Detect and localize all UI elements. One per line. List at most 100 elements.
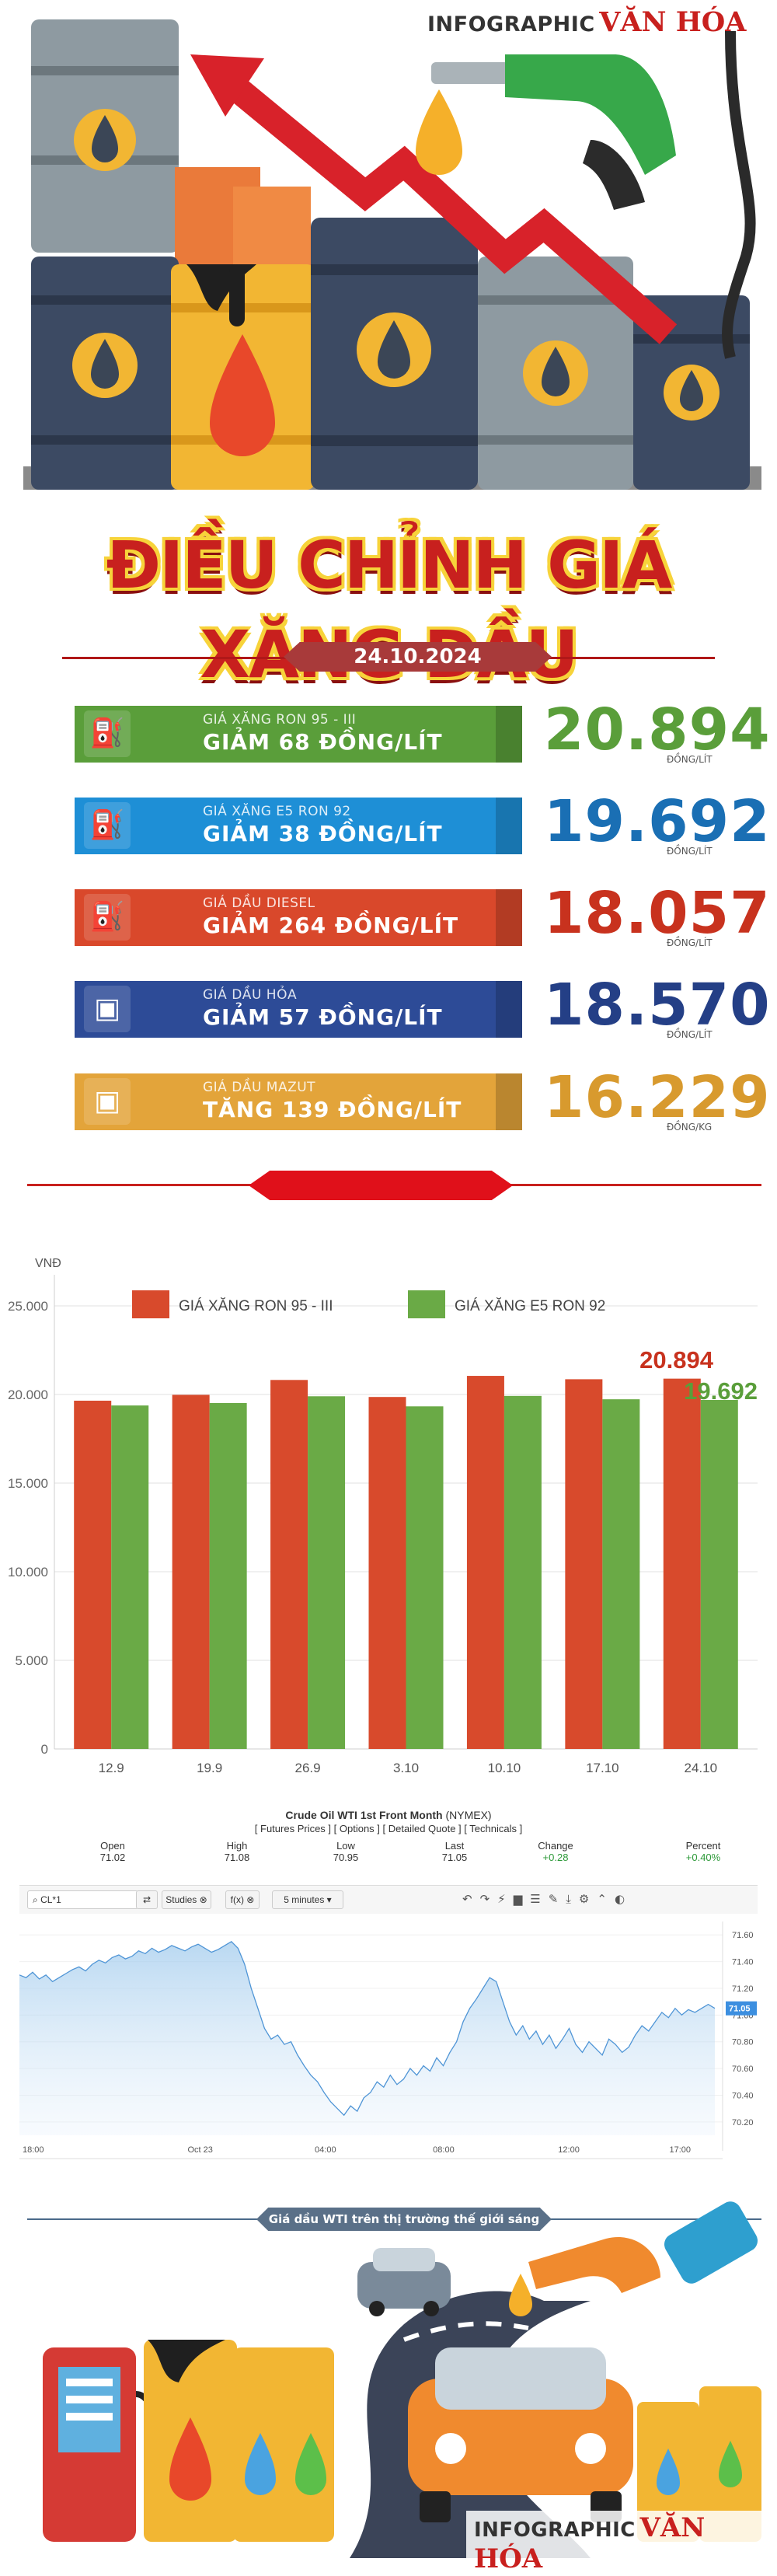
close-icon: ⊗	[199, 1894, 207, 1905]
price-area	[19, 1941, 715, 2135]
y-tick-label: 0	[41, 1742, 48, 1757]
collapse-icon[interactable]: ⌃	[597, 1892, 615, 1906]
date-text: 24.10.2024	[354, 645, 482, 668]
wti-caption-text: Giá dầu WTI trên thị trường thế giới sán…	[268, 2212, 540, 2250]
wti-links-text[interactable]: [ Futures Prices ] [ Options ] [ Detaile…	[254, 1823, 523, 1834]
bar-e5ron92	[209, 1402, 247, 1749]
indicators-icon[interactable]: ☰	[530, 1892, 549, 1906]
interval-dropdown[interactable]: 5 minutes ▾	[272, 1890, 343, 1909]
wti-stat-value: 70.95	[333, 1852, 359, 1863]
oil-barrel-icon	[31, 257, 179, 490]
fuel-change-label: GIẢM 38 ĐỒNG/LÍT	[203, 821, 443, 846]
pencil-icon[interactable]: ✎	[548, 1892, 566, 1906]
wti-stat-value: 71.05	[441, 1852, 468, 1863]
last-price-value: 71.05	[729, 2005, 751, 2014]
fuel-pump-icon: ⛽	[84, 894, 131, 941]
search-icon: ⌕	[33, 1894, 38, 1905]
price-line	[19, 1940, 716, 2117]
fx-label: f(x)	[230, 1894, 244, 1905]
fuel-price-value: 20.894	[544, 696, 771, 763]
chart-type-icon[interactable]: ▆	[513, 1892, 531, 1906]
fuel-price-unit: ĐỒNG/KG	[667, 1122, 713, 1133]
x-tick-label: 17:00	[669, 2145, 691, 2155]
toolbar-right-icons: ↶↷⚡▆☰✎⤓⚙⌃◐	[462, 1892, 632, 1906]
wti-title-text: Crude Oil WTI 1st Front Month	[285, 1809, 443, 1821]
fuel-change-label: TĂNG 139 ĐỒNG/LÍT	[203, 1097, 462, 1122]
fuel-nozzle-icon	[416, 30, 756, 359]
fuel-price-value: 18.570	[544, 972, 771, 1038]
symbol-input[interactable]: ⌕ CL*1	[27, 1890, 138, 1909]
price-history-bar-chart: VNĐ 0 5.000 10.000 15.000 20.000 25.000 12.9 19.…	[8, 1257, 758, 1775]
compare-button[interactable]: ⇄	[136, 1890, 158, 1909]
fuel-row: ▣ GIÁ DẦU HỎA GIẢM 57 ĐỒNG/LÍT	[75, 981, 522, 1038]
y-axis-label: VNĐ	[35, 1257, 61, 1270]
bar-ron95	[172, 1394, 210, 1749]
undo-icon[interactable]: ↶	[462, 1892, 480, 1906]
last-price-tag	[726, 2001, 757, 2016]
car-icon	[357, 2248, 451, 2316]
x-tick-label: 19.9	[197, 1761, 222, 1775]
draw-icon[interactable]: ⚡	[497, 1892, 514, 1906]
y-tick-label: 15.000	[8, 1476, 48, 1491]
row-end-block	[496, 981, 522, 1038]
bar-ron95	[466, 1376, 504, 1749]
fuel-type-label: GIÁ XĂNG RON 95 - III	[203, 712, 357, 728]
x-tick-label: 10.10	[488, 1761, 521, 1775]
fuel-row: ⛽ GIÁ XĂNG E5 RON 92 GIẢM 38 ĐỒNG/LÍT	[75, 798, 522, 854]
wti-links[interactable]: [ Futures Prices ] [ Options ] [ Detaile…	[19, 1823, 758, 1834]
y-tick-label: 70.40	[732, 2091, 754, 2100]
bar-e5ron92	[111, 1405, 149, 1749]
studies-button[interactable]: Studies ⊗	[162, 1890, 211, 1909]
footer-brand: INFOGRAPHIC VĂN HÓA	[466, 2511, 777, 2576]
bar-ron95	[663, 1378, 701, 1749]
wti-stat-label: Last	[444, 1840, 465, 1852]
bar-e5ron92	[503, 1395, 542, 1749]
theme-icon[interactable]: ◐	[614, 1892, 633, 1906]
wti-stat-label: Low	[336, 1840, 355, 1852]
fuel-change-label: GIẢM 264 ĐỒNG/LÍT	[203, 913, 459, 938]
oil-barrel-icon	[637, 2386, 761, 2542]
footer-illustration	[27, 2201, 761, 2558]
bar-ron95	[368, 1397, 406, 1749]
fuel-price-unit: ĐỒNG/LÍT	[667, 937, 713, 948]
legend-swatch	[408, 1290, 445, 1318]
fuel-price-value: 16.229	[544, 1064, 771, 1131]
wti-stat-value: 71.08	[224, 1852, 250, 1863]
wti-stat: Last 71.05	[408, 1840, 501, 1863]
wti-stat-value: 71.02	[99, 1852, 126, 1863]
x-tick-label: 17.10	[586, 1761, 619, 1775]
fuel-pump-icon: ⛽	[84, 802, 131, 849]
fx-button[interactable]: f(x) ⊗	[225, 1890, 260, 1909]
bar-ron95	[565, 1379, 603, 1749]
wti-stat: Low 70.95	[299, 1840, 392, 1863]
fuel-row: ⛽ GIÁ XĂNG RON 95 - III GIẢM 68 ĐỒNG/LÍT	[75, 706, 522, 763]
row-end-block	[496, 1073, 522, 1130]
wti-stat-label: Percent	[685, 1840, 721, 1852]
oil-barrel-icon	[31, 19, 179, 253]
close-icon: ⊗	[246, 1894, 255, 1905]
chevron-down-icon: ▾	[326, 1894, 332, 1905]
studies-label: Studies	[166, 1894, 197, 1905]
wti-caption-pill: Giá dầu WTI trên thị trường thế giới sán…	[256, 2208, 552, 2231]
x-tick-label: 04:00	[315, 2145, 336, 2155]
y-tick-label: 10.000	[8, 1565, 48, 1579]
gear-icon[interactable]: ⚙	[578, 1892, 598, 1906]
row-end-block	[496, 706, 522, 763]
download-icon[interactable]: ⤓	[566, 1892, 579, 1906]
section-divider-pill	[249, 1171, 513, 1200]
wti-title-suffix: (NYMEX)	[445, 1809, 492, 1821]
brand-prefix: INFOGRAPHIC	[427, 12, 595, 37]
header-brand: INFOGRAPHIC VĂN HÓA	[427, 6, 746, 38]
fuel-row: ⛽ GIÁ DẦU DIESEL GIẢM 264 ĐỒNG/LÍT	[75, 889, 522, 946]
y-tick-label: 5.000	[15, 1653, 48, 1668]
bar-e5ron92	[700, 1400, 738, 1749]
bar-e5ron92	[308, 1396, 346, 1749]
x-tick-label: 12.9	[99, 1761, 124, 1775]
oil-barrel-icon	[478, 257, 633, 490]
fuel-price-unit: ĐỒNG/LÍT	[667, 1029, 713, 1040]
bar-e5ron92	[602, 1399, 640, 1749]
fuel-type-label: GIÁ DẦU DIESEL	[203, 895, 315, 911]
row-end-block	[496, 889, 522, 946]
redo-icon[interactable]: ↷	[479, 1892, 498, 1906]
x-tick-label: 26.9	[295, 1761, 321, 1775]
